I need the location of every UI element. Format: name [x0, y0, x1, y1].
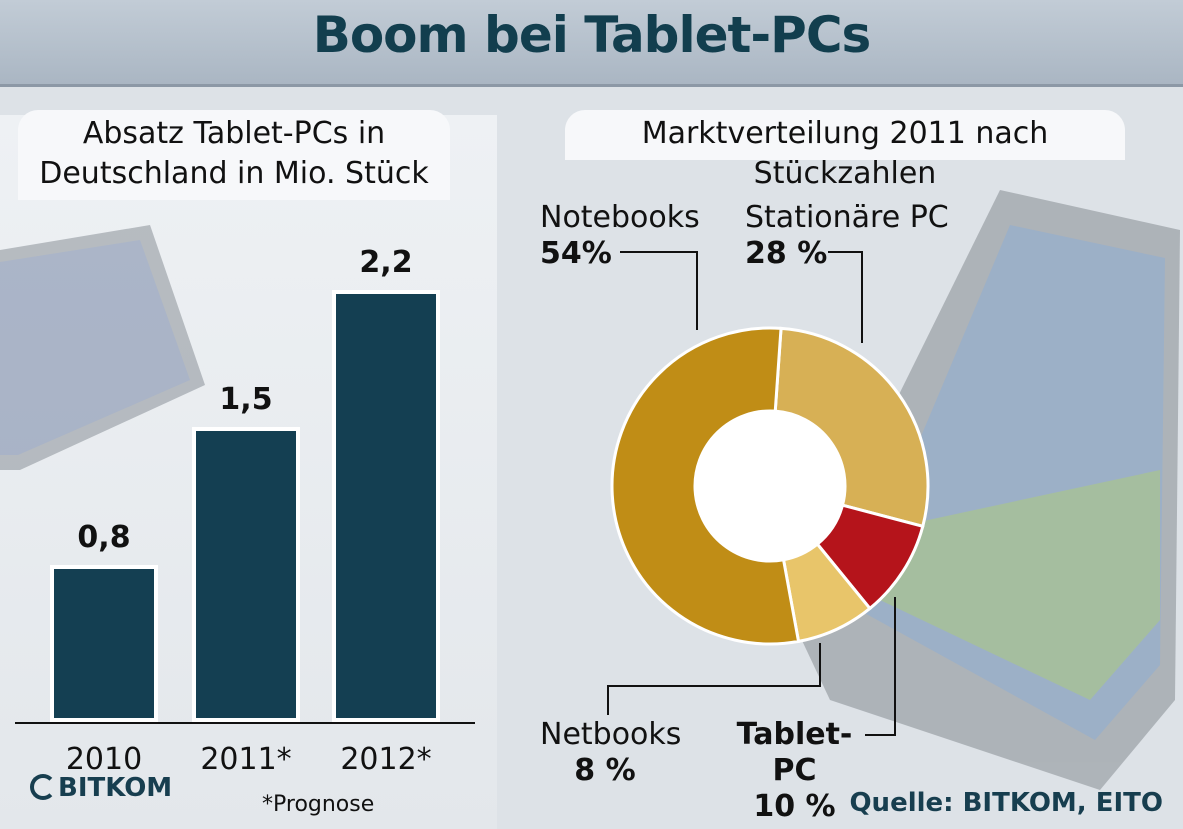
slice-value-stationaere: 28 %: [745, 236, 828, 271]
pie-chart-title-bg: [565, 110, 1125, 160]
slice-value-tablet: 10 %: [753, 789, 836, 824]
bitkom-logo-text: BITKOM: [58, 773, 173, 803]
x-tick-label: 2010: [65, 742, 143, 777]
slice-label-tablet: Tablet-PC 10 %: [722, 717, 867, 825]
bar-value-label: 0,8: [77, 519, 131, 555]
bar-chart-title: Absatz Tablet-PCs in Deutschland in Mio.…: [18, 114, 450, 194]
bar-chart-title-line2: Deutschland in Mio. Stück: [39, 156, 429, 191]
slice-name-stationaere: Stationäre PC: [745, 200, 949, 235]
slice-label-stationaere: Stationäre PC 28 %: [745, 200, 949, 272]
leader-line-stationrepc: [828, 251, 863, 343]
footnote: *Prognose: [262, 792, 375, 817]
slice-name-tablet: Tablet-PC: [736, 717, 853, 788]
slice-name-netbooks: Netbooks: [540, 717, 682, 752]
slice-label-notebooks: Notebooks 54%: [540, 200, 700, 272]
leader-line-notebooks: [620, 251, 698, 330]
bar-2010: [50, 564, 158, 722]
bar-2011*: [192, 427, 300, 722]
bar-value-label: 2,2: [359, 245, 413, 280]
slice-value-notebooks: 54%: [540, 236, 612, 271]
x-axis-baseline: [15, 722, 475, 724]
bar-chart-title-line1: Absatz Tablet-PCs in: [82, 116, 386, 151]
title-band: Boom bei Tablet-PCs: [0, 0, 1183, 87]
pie-chart-title: Marktverteilung 2011 nach Stückzahlen: [641, 116, 1049, 191]
bar-chart-title-bg: [18, 110, 450, 200]
bar-2012*: [332, 290, 440, 722]
source-credit: Quelle: BITKOM, EITO: [849, 788, 1163, 818]
slice-value-netbooks: 8 %: [574, 753, 636, 788]
page-title: Boom bei Tablet-PCs: [312, 6, 872, 64]
slice-name-notebooks: Notebooks: [540, 200, 700, 235]
slice-label-netbooks: Netbooks 8 %: [540, 717, 682, 789]
x-tick-label: 2012*: [340, 742, 432, 777]
bitkom-logo-icon: [30, 774, 56, 800]
leader-line-netbooks: [607, 643, 821, 715]
bar-value-label: 1,5: [219, 382, 273, 418]
leader-line-tabletpc: [865, 597, 896, 736]
donut-hole: [695, 411, 845, 561]
bitkom-logo: BITKOM: [30, 773, 172, 803]
x-tick-label: 2011*: [200, 742, 292, 777]
